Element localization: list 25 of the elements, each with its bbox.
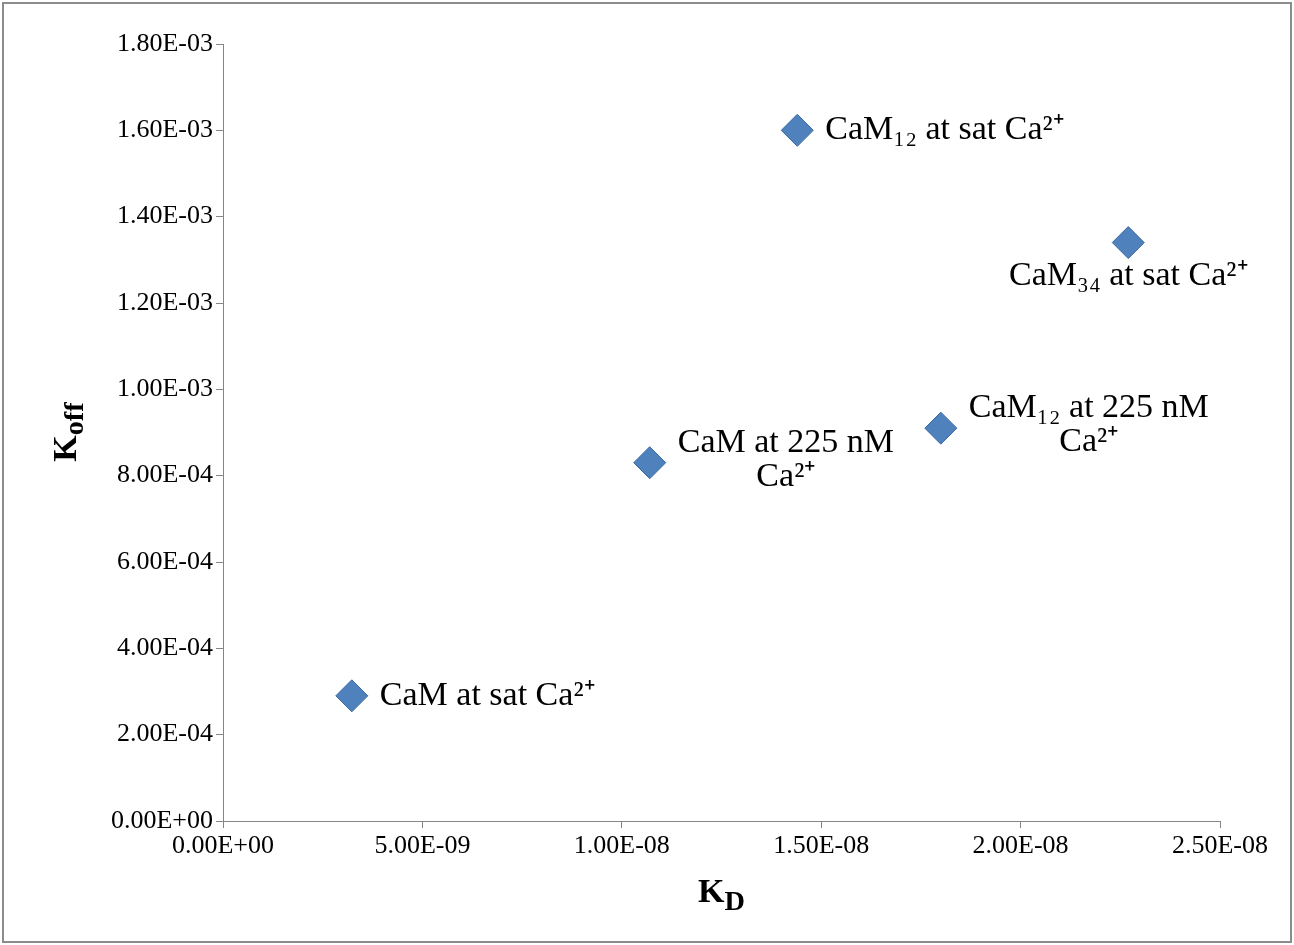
y-tick-label: 2.00E-04 — [116, 718, 213, 748]
y-tick-label: 1.60E-03 — [116, 114, 213, 144]
annotation: CaM₁₂ at sat Ca²⁺ — [825, 109, 1064, 147]
y-tick-label: 6.00E-04 — [116, 545, 213, 575]
point — [780, 113, 814, 147]
y-tick-label: 1.20E-03 — [116, 286, 213, 316]
annotation: CaM at sat Ca²⁺ — [379, 674, 595, 712]
x-tick-label: 2.00E-08 — [972, 830, 1069, 860]
annotation: CaM₁₂ at 225 nM Ca²⁺ — [968, 387, 1209, 459]
y-tick-label: 1.40E-03 — [116, 200, 213, 230]
annotation: CaM₃₄ at sat Ca²⁺ — [1009, 255, 1248, 293]
y-tick-label: 1.00E-03 — [116, 373, 213, 403]
point — [633, 446, 667, 480]
y-tick-label: 8.00E-04 — [116, 459, 213, 489]
y-tick-label: 1.80E-03 — [116, 27, 213, 57]
y-tick-label: 4.00E-04 — [116, 632, 213, 662]
x-tick-label: 5.00E-09 — [374, 830, 471, 860]
x-tick-label: 2.50E-08 — [1171, 830, 1269, 860]
x-axis-title: K$_{D}$ — [697, 872, 746, 917]
point — [335, 679, 369, 713]
x-tick-label: 1.50E-08 — [773, 830, 870, 860]
point — [924, 411, 958, 445]
point — [1111, 226, 1145, 260]
x-tick-label: 1.00E-08 — [573, 830, 670, 860]
annotation: CaM at 225 nM Ca²⁺ — [677, 421, 894, 493]
